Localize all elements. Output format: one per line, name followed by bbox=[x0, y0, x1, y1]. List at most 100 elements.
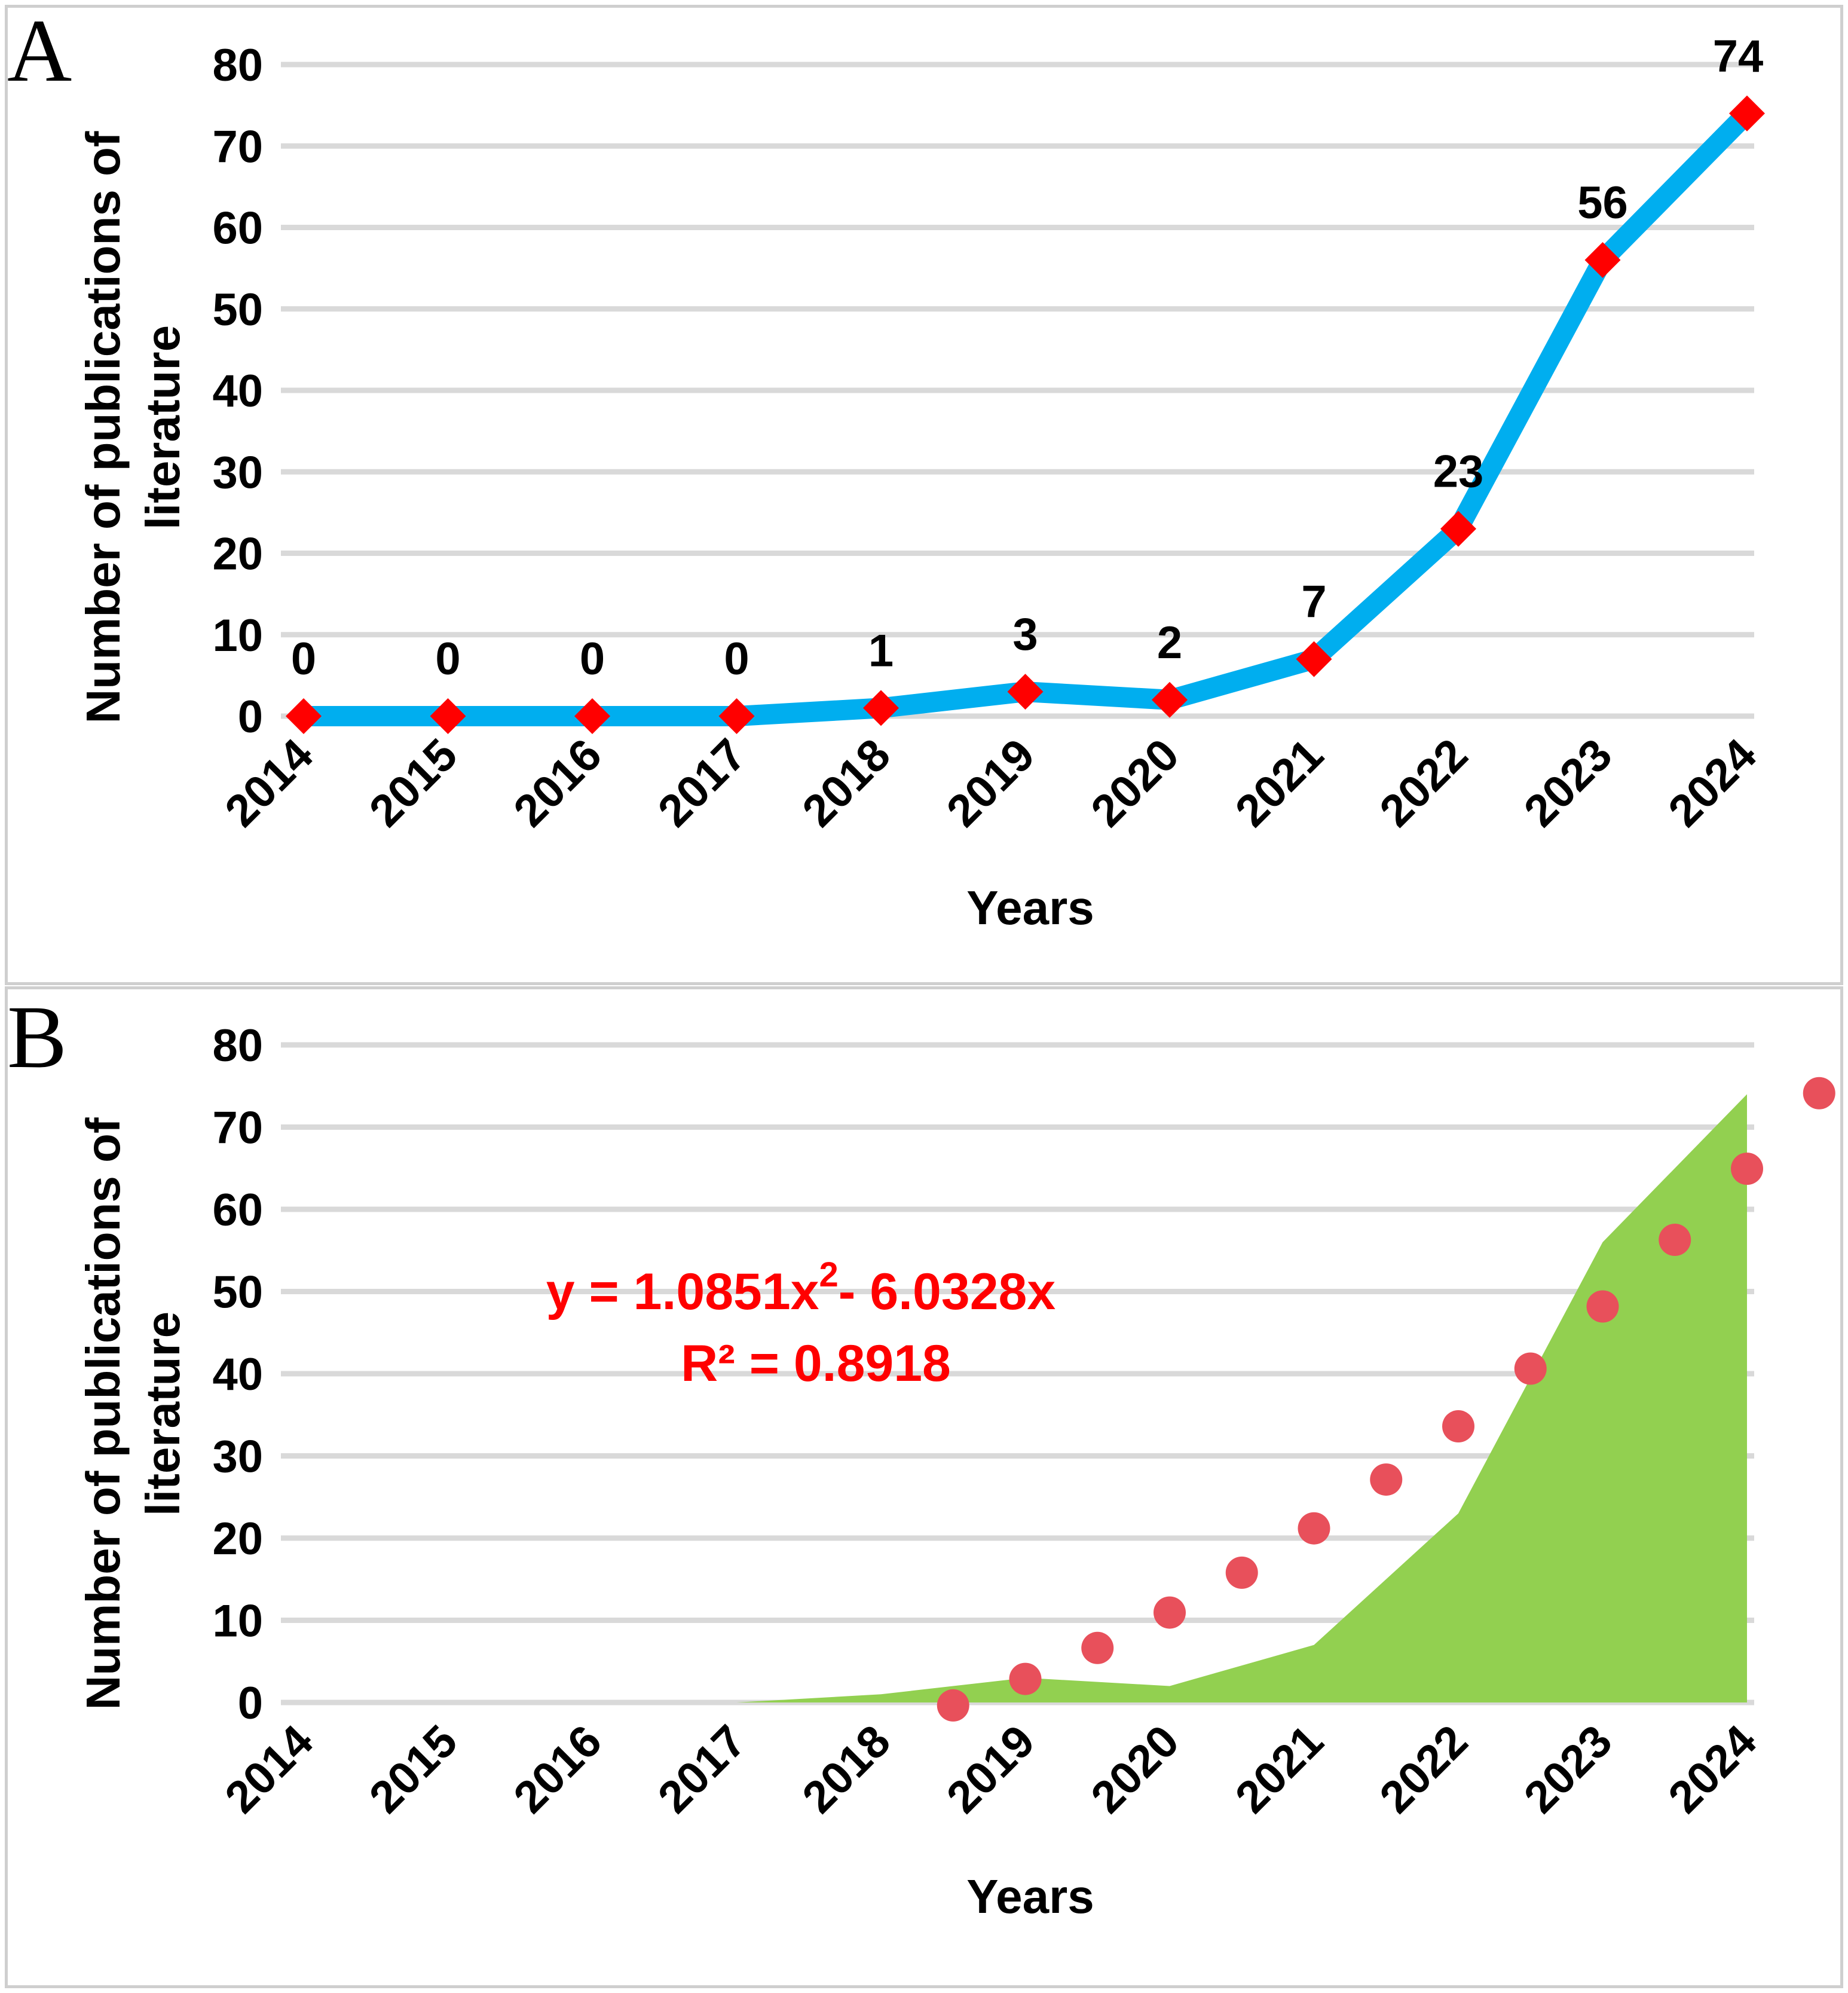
panel-b-y-title-line2: literature bbox=[136, 1312, 189, 1516]
y-tick-50: 50 bbox=[212, 285, 263, 335]
data-label-2015: 0 bbox=[435, 634, 460, 684]
panel-b-trend-equation: y = 1.0851x2- 6.0328x bbox=[546, 1255, 1056, 1320]
data-label-2021: 7 bbox=[1301, 577, 1326, 628]
x-tick-2017: 2017 bbox=[648, 1716, 756, 1823]
panel-b-y-tick-labels: 0 10 20 30 40 50 60 70 80 bbox=[212, 1020, 263, 1729]
x-tick-2024: 2024 bbox=[1659, 729, 1766, 837]
x-tick-2019: 2019 bbox=[937, 729, 1045, 837]
marker-2015 bbox=[430, 698, 466, 734]
panel-a-series bbox=[286, 95, 1765, 734]
panel-b-y-title-line1: Number of publications of bbox=[77, 1117, 130, 1710]
x-tick-2015: 2015 bbox=[360, 1716, 467, 1823]
trend-point-8 bbox=[1514, 1352, 1547, 1385]
panel-b-gridlines bbox=[281, 1042, 1754, 1705]
equation-prefix: y = 1.0851x bbox=[546, 1263, 819, 1320]
y-tick-80: 80 bbox=[212, 40, 263, 91]
trend-point-0 bbox=[937, 1689, 969, 1722]
marker-2024 bbox=[1729, 95, 1765, 132]
marker-2020 bbox=[1152, 681, 1188, 718]
trend-point-12 bbox=[1803, 1077, 1835, 1109]
panel-a-y-axis-title: Number of publications of literature bbox=[77, 131, 189, 723]
y-tick-20: 20 bbox=[212, 529, 263, 580]
y-tick-50: 50 bbox=[212, 1267, 263, 1318]
panel-a-letter: A bbox=[7, 1, 72, 100]
y-tick-40: 40 bbox=[212, 1349, 263, 1400]
x-tick-2019: 2019 bbox=[937, 1716, 1045, 1823]
x-tick-2014: 2014 bbox=[215, 729, 323, 837]
equation-suffix: - 6.0328x bbox=[839, 1263, 1056, 1320]
data-label-2016: 0 bbox=[580, 634, 605, 684]
panel-a-gridlines bbox=[281, 62, 1754, 719]
trend-point-4 bbox=[1225, 1556, 1258, 1589]
x-tick-2023: 2023 bbox=[1514, 729, 1622, 837]
panel-b-r-squared: R² = 0.8918 bbox=[681, 1335, 951, 1392]
trend-point-1 bbox=[1009, 1662, 1042, 1695]
trend-point-2 bbox=[1081, 1631, 1114, 1664]
data-label-2022: 23 bbox=[1433, 447, 1484, 497]
y-tick-70: 70 bbox=[212, 1103, 263, 1154]
marker-2016 bbox=[574, 698, 610, 734]
data-label-2018: 1 bbox=[868, 625, 894, 676]
x-tick-2017: 2017 bbox=[648, 729, 756, 837]
y-tick-60: 60 bbox=[212, 203, 263, 254]
x-tick-2021: 2021 bbox=[1226, 729, 1333, 837]
y-tick-0: 0 bbox=[238, 1678, 263, 1729]
y-tick-70: 70 bbox=[212, 121, 263, 172]
y-tick-10: 10 bbox=[212, 610, 263, 661]
marker-2021 bbox=[1296, 641, 1332, 677]
panel-a-y-title-line1: Number of publications of bbox=[77, 131, 130, 723]
marker-2014 bbox=[286, 698, 322, 734]
panel-b-y-axis-title: Number of publications of literature bbox=[77, 1117, 189, 1710]
trend-point-9 bbox=[1586, 1290, 1619, 1323]
data-label-2023: 56 bbox=[1577, 178, 1628, 228]
y-tick-80: 80 bbox=[212, 1020, 263, 1071]
panel-b-x-axis-title: Years bbox=[966, 1870, 1094, 1923]
trend-point-3 bbox=[1154, 1596, 1186, 1629]
trend-point-10 bbox=[1659, 1224, 1691, 1257]
x-tick-2023: 2023 bbox=[1514, 1716, 1622, 1823]
x-tick-2021: 2021 bbox=[1226, 1716, 1333, 1823]
panel-a-x-tick-labels: 2014 2015 2016 2017 2018 2019 2020 2021 2022 2023… bbox=[215, 729, 1766, 837]
marker-2022 bbox=[1440, 511, 1476, 547]
x-tick-2015: 2015 bbox=[360, 729, 467, 837]
trend-point-11 bbox=[1731, 1153, 1763, 1185]
panel-a-x-axis-title: Years bbox=[966, 881, 1094, 934]
y-tick-10: 10 bbox=[212, 1596, 263, 1647]
series-area bbox=[304, 1094, 1747, 1702]
data-label-2020: 2 bbox=[1157, 618, 1182, 668]
x-tick-2014: 2014 bbox=[215, 1716, 323, 1823]
trend-point-7 bbox=[1442, 1410, 1474, 1443]
panel-b-series bbox=[304, 1094, 1747, 1702]
x-tick-2022: 2022 bbox=[1370, 729, 1477, 837]
panel-a-y-title-line2: literature bbox=[136, 325, 189, 530]
data-label-2017: 0 bbox=[724, 634, 749, 684]
panel-b-area-chart: B 0 10 20 30 40 50 60 70 80 2014 2015 2016 2017 2018… bbox=[7, 988, 1835, 1923]
y-tick-30: 30 bbox=[212, 1432, 263, 1482]
equation-superscript: 2 bbox=[819, 1255, 839, 1294]
x-tick-2018: 2018 bbox=[793, 1716, 900, 1823]
x-tick-2016: 2016 bbox=[504, 1716, 611, 1823]
x-tick-2022: 2022 bbox=[1370, 1716, 1477, 1823]
marker-2018 bbox=[863, 690, 899, 726]
x-tick-2016: 2016 bbox=[504, 729, 611, 837]
y-tick-20: 20 bbox=[212, 1514, 263, 1564]
data-label-2024: 74 bbox=[1713, 31, 1764, 82]
x-tick-2024: 2024 bbox=[1659, 1716, 1766, 1823]
y-tick-40: 40 bbox=[212, 366, 263, 417]
y-tick-0: 0 bbox=[238, 692, 263, 742]
panel-b-trendline bbox=[937, 1077, 1835, 1722]
panel-a-y-tick-labels: 0 10 20 30 40 50 60 70 80 bbox=[212, 40, 263, 742]
marker-2023 bbox=[1584, 242, 1621, 278]
marker-2017 bbox=[718, 698, 755, 734]
y-tick-60: 60 bbox=[212, 1185, 263, 1236]
panel-b-x-tick-labels: 2014 2015 2016 2017 2018 2019 2020 2021 2022 2023… bbox=[215, 1716, 1766, 1823]
trend-point-5 bbox=[1298, 1512, 1330, 1545]
x-tick-2020: 2020 bbox=[1081, 729, 1189, 837]
x-tick-2020: 2020 bbox=[1081, 1716, 1189, 1823]
panel-a-frame bbox=[5, 5, 1843, 985]
marker-2019 bbox=[1007, 674, 1044, 710]
x-tick-2018: 2018 bbox=[793, 729, 900, 837]
trend-point-6 bbox=[1370, 1463, 1403, 1496]
